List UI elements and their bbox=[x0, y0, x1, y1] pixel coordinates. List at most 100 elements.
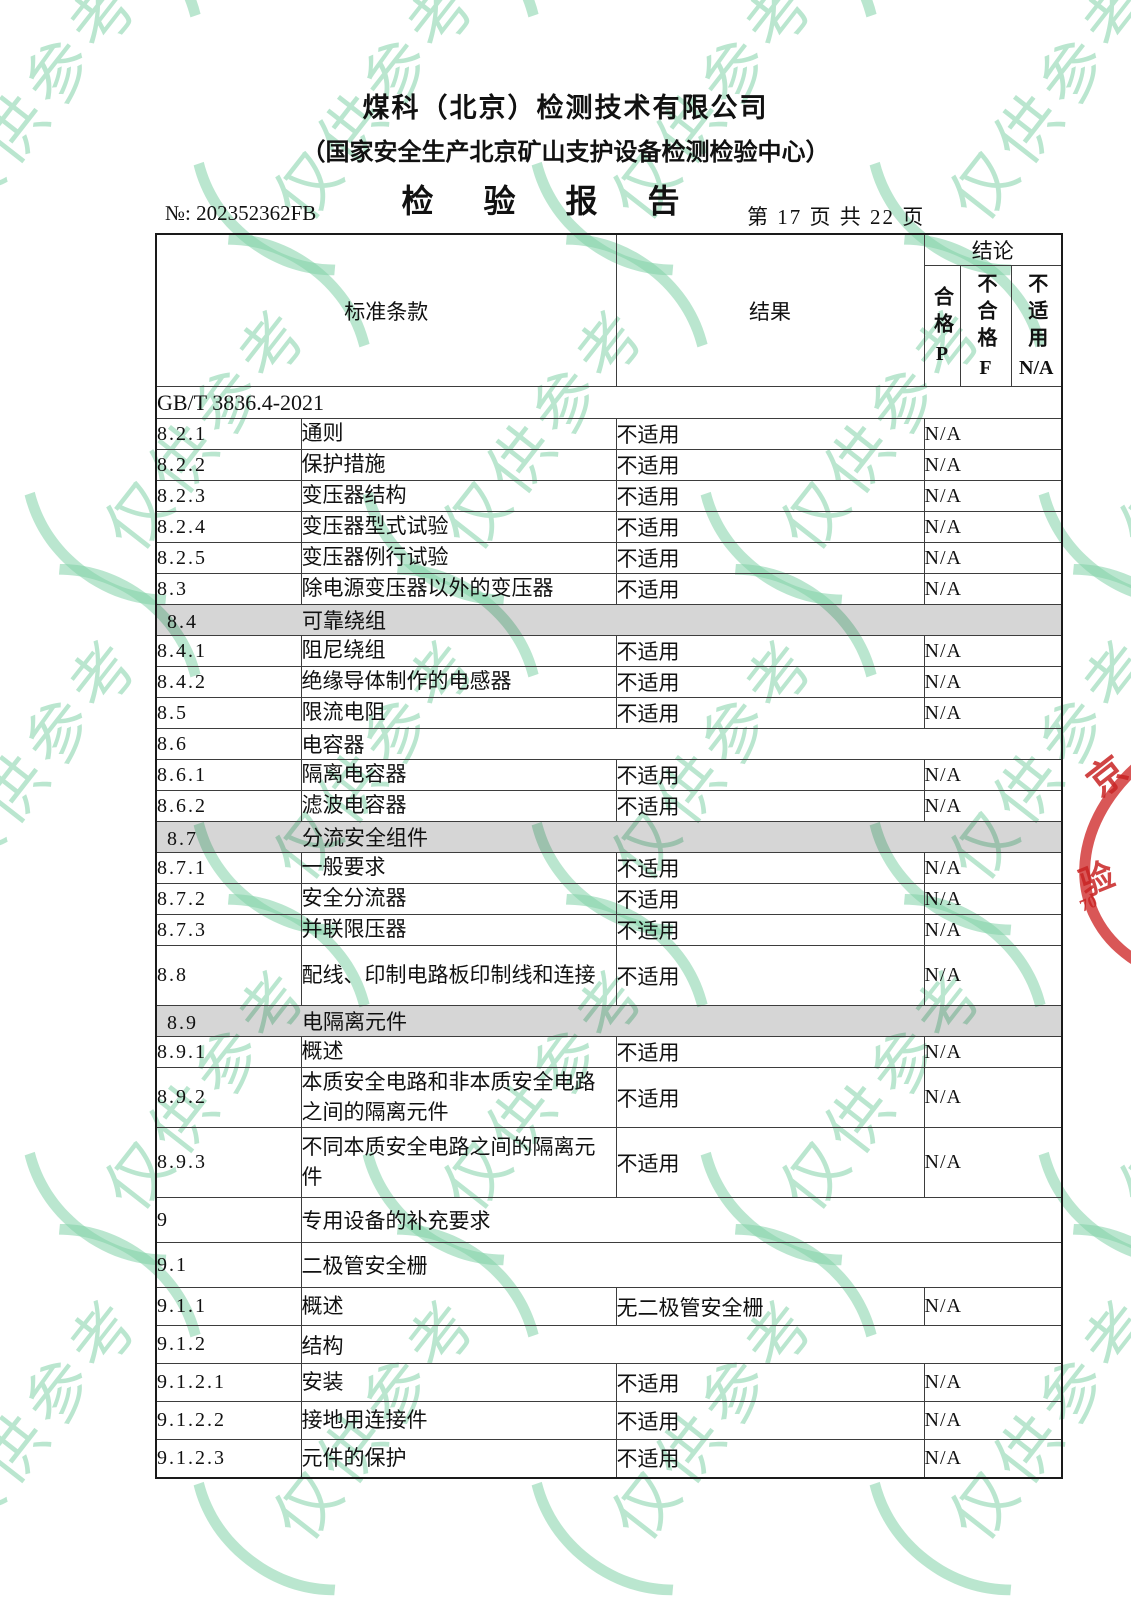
clause-number-cell: 9.1.2.1 bbox=[155, 1363, 302, 1402]
standard-title-cell: GB/T 3836.4-2021 bbox=[155, 386, 1063, 419]
clause-number-cell: 8.2.4 bbox=[155, 511, 302, 543]
clause-desc-cell: 不同本质安全电路之间的隔离元件 bbox=[300, 1127, 617, 1198]
table-row: 8.7.3 并联限压器 不适用 N/A bbox=[155, 914, 1063, 946]
section-row-cell: 8.4 可靠绕组 bbox=[155, 604, 1063, 636]
report-meta: №: 202352362FB 第 17 页 共 22 页 bbox=[155, 201, 1063, 231]
table-row: 8.4.1 阻尼绕组 不适用 N/A bbox=[155, 635, 1063, 667]
table-row: 8.2.5 变压器例行试验 不适用 N/A bbox=[155, 542, 1063, 574]
inspection-result-table: 标准条款 结果 结论 合格 P 不合格 F 不适用 N/A GB/T 3836.4-2… bbox=[155, 233, 1063, 1479]
report-title: 检验报告 bbox=[401, 183, 730, 219]
clause-number-cell: 8.2.3 bbox=[155, 480, 302, 512]
clause-number-cell: 8.8 bbox=[155, 945, 302, 1006]
watermark-open-paren: （ bbox=[444, 1469, 701, 1600]
clause-desc-cell: 并联限压器 bbox=[300, 914, 617, 946]
conclusion-cell: N/A bbox=[923, 945, 1063, 1006]
table-row: 9.1.2.3 元件的保护 不适用 N/A bbox=[155, 1439, 1063, 1478]
result-cell: 不适用 bbox=[615, 666, 925, 698]
clause-number-cell: 8.6 bbox=[155, 728, 302, 760]
watermark-text: 仅供参考 bbox=[0, 1283, 156, 1554]
col-header-fail: 不合格 F bbox=[959, 265, 1012, 387]
table-row: 8.5 限流电阻 不适用 N/A bbox=[155, 697, 1063, 729]
conclusion-cell: N/A bbox=[923, 697, 1063, 729]
result-cell: 不适用 bbox=[615, 852, 925, 884]
conclusion-cell: N/A bbox=[923, 1287, 1063, 1326]
conclusion-cell: N/A bbox=[923, 1036, 1063, 1068]
result-cell: 不适用 bbox=[615, 790, 925, 822]
table-row: 8.6.1 隔离电容器 不适用 N/A bbox=[155, 759, 1063, 791]
result-cell: 不适用 bbox=[615, 1127, 925, 1198]
conclusion-cell: N/A bbox=[923, 914, 1063, 946]
result-cell: 不适用 bbox=[615, 914, 925, 946]
conclusion-cell: N/A bbox=[923, 418, 1063, 450]
table-row: 9 专用设备的补充要求 bbox=[155, 1197, 1063, 1243]
clause-number-cell: 8.2.2 bbox=[155, 449, 302, 481]
na-code: N/A bbox=[1019, 356, 1054, 379]
result-cell: 不适用 bbox=[615, 697, 925, 729]
conclusion-cell: N/A bbox=[923, 1363, 1063, 1402]
table-row: 8.4.2 绝缘导体制作的电感器 不适用 N/A bbox=[155, 666, 1063, 698]
conclusion-cell: N/A bbox=[923, 852, 1063, 884]
watermark-open-paren: （ bbox=[0, 1469, 25, 1600]
table-row: 8.6 电容器 bbox=[155, 728, 1063, 760]
clause-desc-cell: 滤波电容器 bbox=[300, 790, 617, 822]
conclusion-cell: N/A bbox=[923, 635, 1063, 667]
clause-title-cell: 结构 bbox=[300, 1325, 1063, 1364]
fail-code: F bbox=[979, 356, 992, 379]
clause-desc-cell: 变压器例行试验 bbox=[300, 542, 617, 574]
clause-number-cell: 8.7.3 bbox=[155, 914, 302, 946]
conclusion-cell: N/A bbox=[923, 1401, 1063, 1440]
col-header-pass: 合格 P bbox=[923, 265, 961, 387]
conclusion-cell: N/A bbox=[923, 1067, 1063, 1128]
watermark-close-paren: ） bbox=[1059, 1114, 1131, 1361]
clause-title: 分流安全组件 bbox=[302, 826, 428, 850]
stamp-character: 验 bbox=[1074, 856, 1121, 904]
watermark-text: 仅供参考 bbox=[1105, 953, 1131, 1224]
clause-desc-cell: 安全分流器 bbox=[300, 883, 617, 915]
clause-number-cell: 9.1.1 bbox=[155, 1287, 302, 1326]
conclusion-cell: N/A bbox=[923, 511, 1063, 543]
clause-number-cell: 8.3 bbox=[155, 573, 302, 605]
result-cell: 不适用 bbox=[615, 480, 925, 512]
result-cell: 不适用 bbox=[615, 1363, 925, 1402]
clause-desc-cell: 概述 bbox=[300, 1036, 617, 1068]
conclusion-cell: N/A bbox=[923, 883, 1063, 915]
clause-desc-cell: 除电源变压器以外的变压器 bbox=[300, 573, 617, 605]
table-row: 8.9.2 本质安全电路和非本质安全电路之间的隔离元件 不适用 N/A bbox=[155, 1067, 1063, 1128]
clause-desc-cell: 变压器型式试验 bbox=[300, 511, 617, 543]
table-row: GB/T 3836.4-2021 bbox=[155, 386, 1063, 419]
clause-number-cell: 8.2.1 bbox=[155, 418, 302, 450]
clause-desc-cell: 隔离电容器 bbox=[300, 759, 617, 791]
clause-number-cell: 8.6.2 bbox=[155, 790, 302, 822]
result-cell: 不适用 bbox=[615, 1036, 925, 1068]
col-header-result: 结果 bbox=[615, 233, 925, 387]
col-header-conclusion: 结论 bbox=[923, 233, 1063, 266]
table-row: 8.7.1 一般要求 不适用 N/A bbox=[155, 852, 1063, 884]
stamp-character: 京 bbox=[1079, 748, 1131, 806]
watermark-text: 仅供参考 bbox=[1105, 293, 1131, 564]
result-cell: 不适用 bbox=[615, 511, 925, 543]
table-row: 9.1.2.2 接地用连接件 不适用 N/A bbox=[155, 1401, 1063, 1440]
result-cell: 不适用 bbox=[615, 449, 925, 481]
clause-number-cell: 9 bbox=[155, 1197, 302, 1243]
clause-number: 8.7 bbox=[167, 828, 198, 850]
center-name: （国家安全生产北京矿山支护设备检测检验中心） bbox=[301, 140, 830, 166]
clause-number-cell: 9.1.2 bbox=[155, 1325, 302, 1364]
clause-number-cell: 9.1 bbox=[155, 1242, 302, 1288]
na-label: 不适用 bbox=[1024, 272, 1047, 354]
clause-desc-cell: 安装 bbox=[300, 1363, 617, 1402]
clause-number-cell: 8.4.2 bbox=[155, 666, 302, 698]
clause-desc-cell: 一般要求 bbox=[300, 852, 617, 884]
clause-number-cell: 8.6.1 bbox=[155, 759, 302, 791]
table-row: 8.2.2 保护措施 不适用 N/A bbox=[155, 449, 1063, 481]
clause-desc-cell: 配线、印制电路板印制线和连接 bbox=[300, 945, 617, 1006]
result-cell: 不适用 bbox=[615, 883, 925, 915]
table-row: 8.6.2 滤波电容器 不适用 N/A bbox=[155, 790, 1063, 822]
clause-number-cell: 9.1.2.3 bbox=[155, 1439, 302, 1478]
table-row: 8.2.4 变压器型式试验 不适用 N/A bbox=[155, 511, 1063, 543]
pass-code: P bbox=[935, 343, 949, 365]
watermark-open-paren: （ bbox=[106, 1469, 363, 1600]
col-header-na: 不适用 N/A bbox=[1010, 265, 1063, 387]
clause-number: 8.4 bbox=[167, 611, 198, 633]
clause-title: 可靠绕组 bbox=[302, 609, 386, 633]
section-row-cell: 8.9 电隔离元件 bbox=[155, 1005, 1063, 1037]
